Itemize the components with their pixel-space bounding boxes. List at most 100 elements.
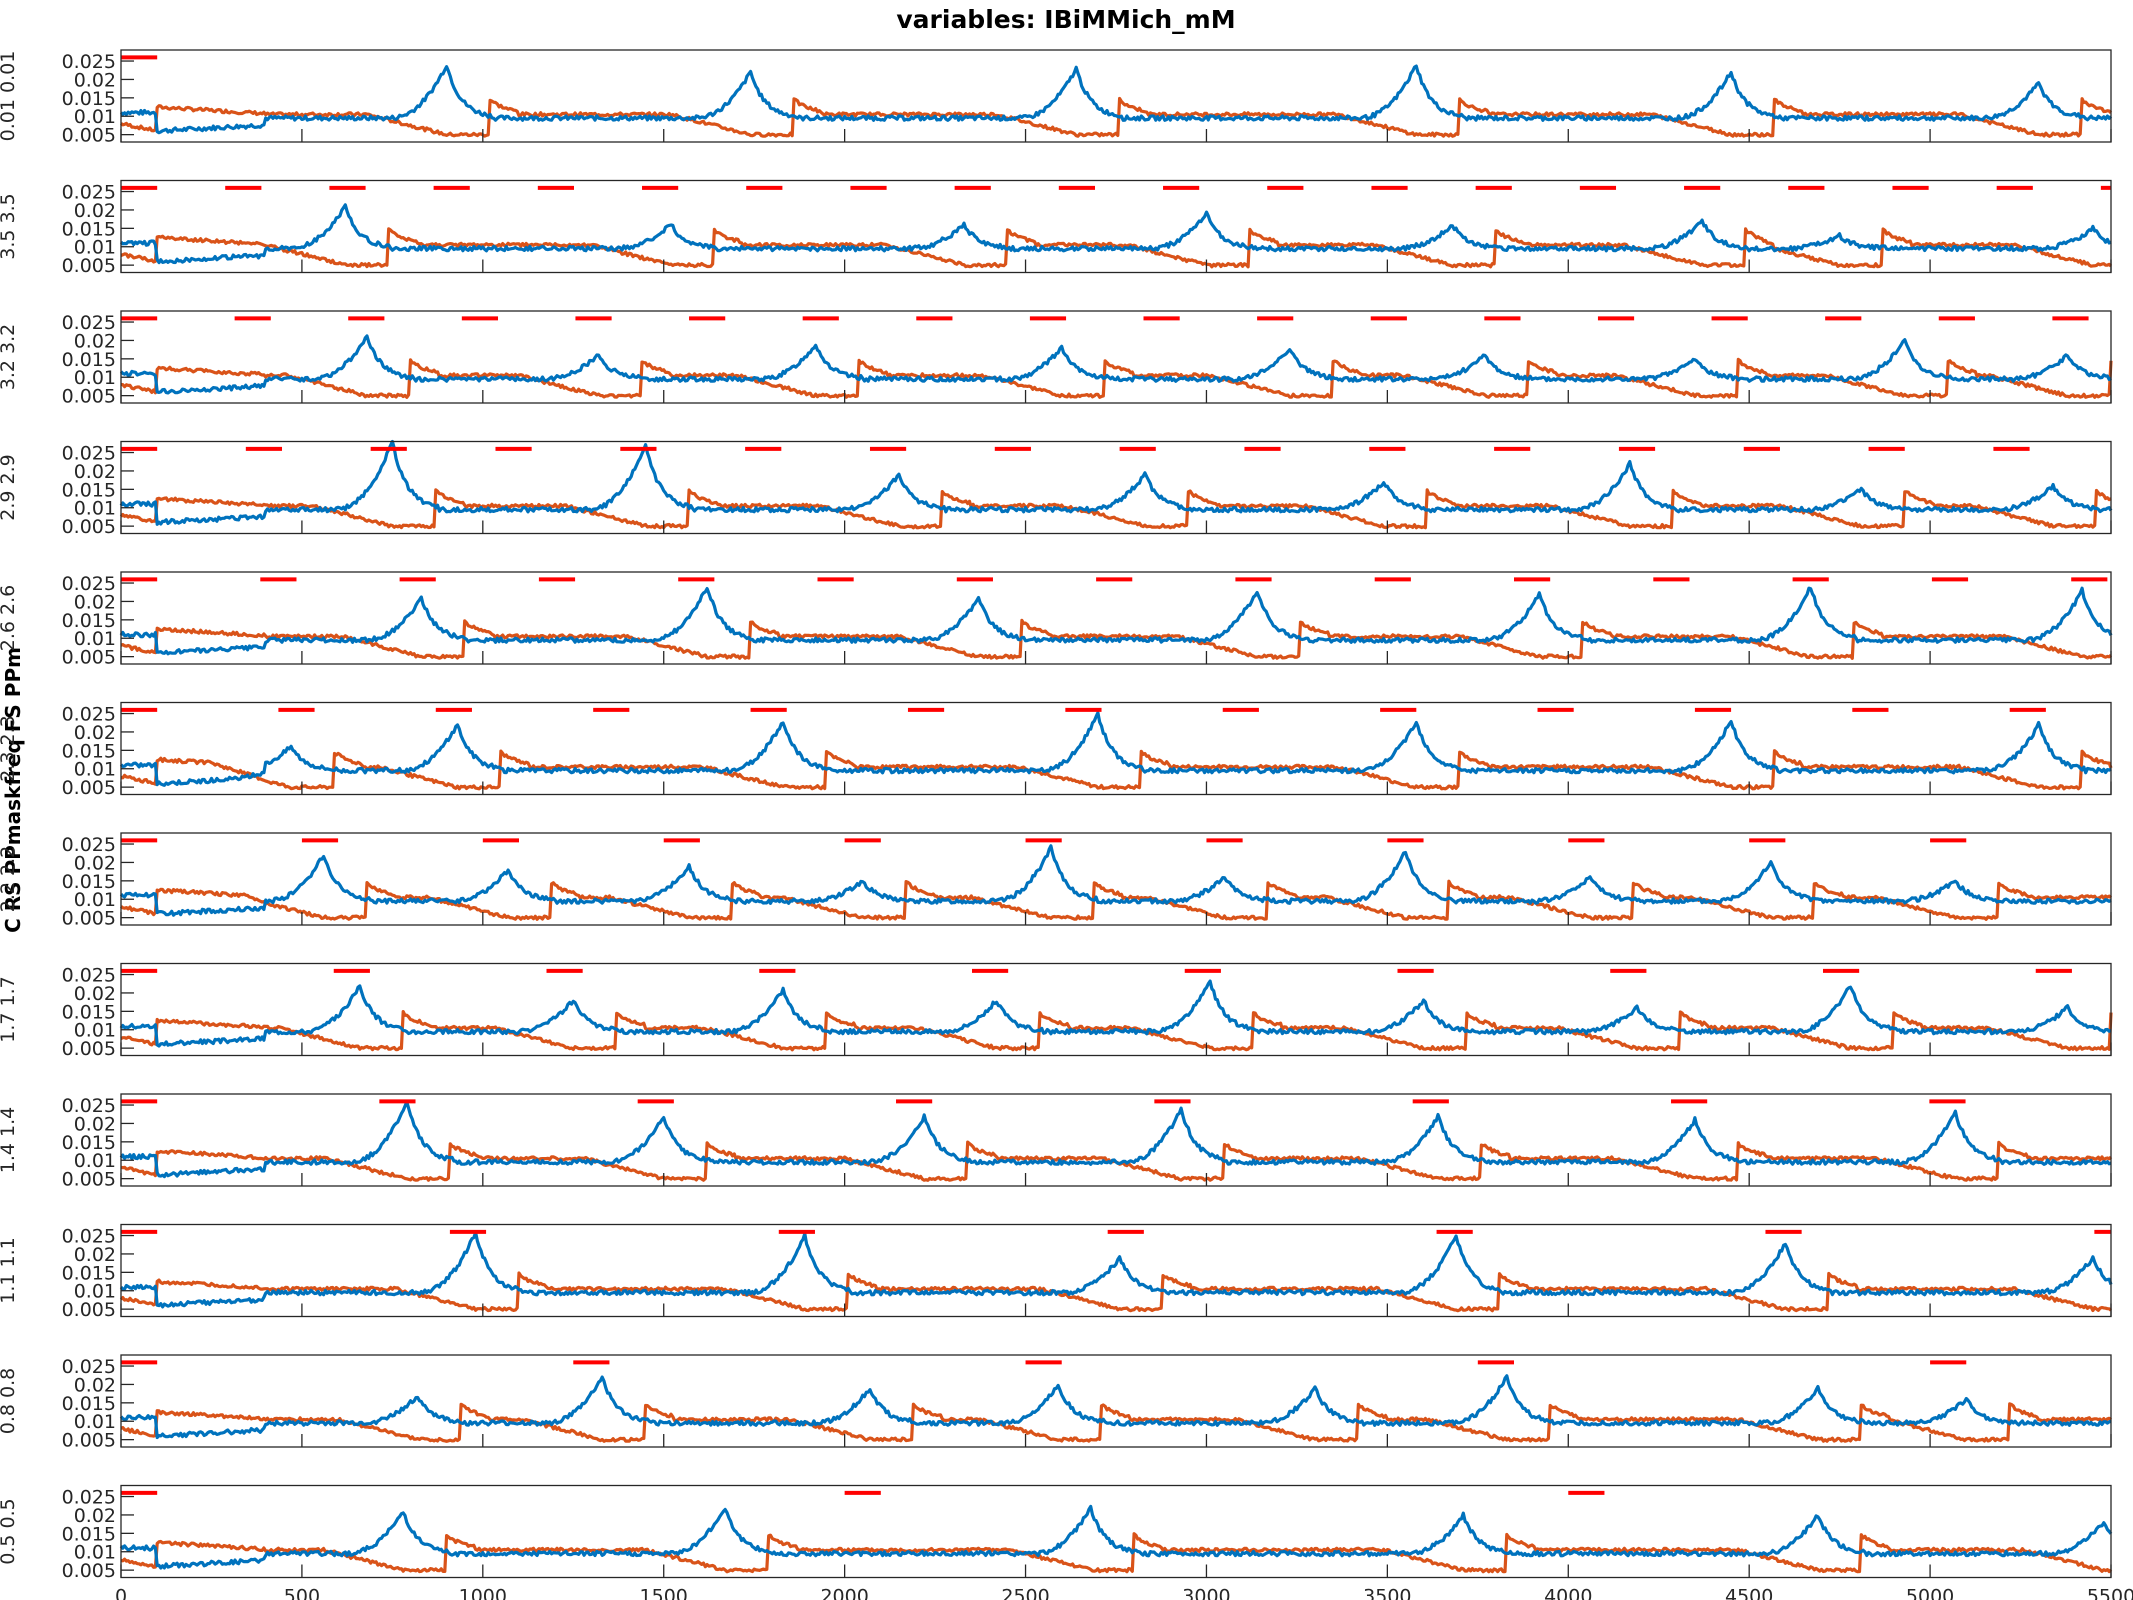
series-2-line [120, 357, 2113, 399]
axis-box [120, 571, 2112, 665]
y-tick-label: 0.005 [62, 1038, 116, 1060]
y-tick-label: 0.015 [62, 1132, 116, 1154]
series-1-line [119, 711, 2112, 787]
y-tick-label: 0.025 [62, 834, 116, 856]
y-tick-label: 0.025 [62, 51, 116, 73]
y-tick-label: 0.015 [62, 1393, 116, 1415]
y-tick-label: 0.015 [62, 479, 116, 501]
x-tick-label: 0 [115, 1586, 127, 1600]
series-1-line [119, 844, 2112, 917]
y-tick-label: 0.01 [74, 759, 116, 781]
y-tick-label: 0.005 [62, 908, 116, 930]
x-tick-label: 3000 [1182, 1586, 1230, 1600]
axis-box [120, 1223, 2112, 1318]
y-tick-label: 0.02 [74, 722, 116, 744]
y-tick-label: 0.025 [62, 573, 116, 595]
y-tick-label: 0.005 [62, 1169, 116, 1191]
y-tick-label: 0.01 [74, 1150, 116, 1172]
row-side-label: 0.8 0.8 [0, 1368, 19, 1434]
y-tick-label: 0.01 [74, 237, 116, 259]
y-tick-label: 0.01 [74, 1542, 116, 1564]
y-tick-label: 0.005 [62, 386, 116, 408]
y-tick-label: 0.01 [74, 889, 116, 911]
y-tick-label: 0.01 [74, 498, 116, 520]
x-tick-label: 5500 [2087, 1586, 2133, 1600]
row-side-label: 2.6 2.6 [0, 585, 19, 651]
y-tick-label: 0.015 [62, 88, 116, 110]
y-tick-label: 0.015 [62, 610, 116, 632]
y-tick-label: 0.005 [62, 777, 116, 799]
chart-title: variables: IBiMMich_mM [896, 5, 1235, 34]
axis-box [120, 49, 2112, 143]
y-tick-label: 0.005 [62, 647, 116, 669]
row-side-label: 0.01 0.01 [0, 51, 19, 142]
x-tick-label: 1000 [459, 1586, 507, 1600]
y-tick-label: 0.025 [62, 312, 116, 334]
row-side-label: 1.7 1.7 [0, 976, 19, 1042]
y-tick-label: 0.01 [74, 1281, 116, 1303]
series-2-line [119, 879, 2113, 921]
row-side-label: 3.2 3.2 [0, 324, 19, 390]
y-tick-label: 0.02 [74, 1374, 116, 1396]
y-tick-label: 0.025 [62, 182, 116, 204]
x-tick-label: 4000 [1544, 1586, 1592, 1600]
y-tick-label: 0.005 [62, 255, 116, 277]
axis-box [120, 962, 2112, 1057]
y-tick-label: 0.01 [74, 1020, 116, 1042]
y-axis-label: C RS PPmaskfreq FS PPm [1, 647, 25, 933]
x-tick-label: 500 [284, 1586, 320, 1600]
row-side-label: 1.1 1.1 [0, 1237, 19, 1303]
series-1-line [119, 1374, 2112, 1440]
axis-box [120, 1484, 2112, 1579]
series-2-line [119, 488, 2112, 530]
series-2-line [120, 749, 2113, 791]
axis-box [120, 1093, 2112, 1187]
series-1-line [119, 586, 2113, 656]
series-1-line [119, 334, 2112, 395]
y-tick-label: 0.025 [62, 1487, 116, 1509]
y-tick-label: 0.02 [74, 852, 116, 874]
series-1-line [119, 979, 2112, 1048]
series-1-line [119, 1230, 2113, 1309]
y-tick-label: 0.01 [74, 1411, 116, 1433]
y-tick-label: 0.005 [62, 1299, 116, 1321]
axis-box [120, 832, 2112, 926]
series-1-line [119, 1504, 2113, 1570]
series-1-line [119, 439, 2113, 526]
y-tick-label: 0.02 [74, 200, 116, 222]
row-side-label: 2.9 2.9 [0, 454, 19, 520]
y-tick-label: 0.025 [62, 1095, 116, 1117]
axis-box [120, 179, 2112, 274]
axis-box [120, 440, 2112, 535]
x-tick-label: 2500 [1001, 1586, 1049, 1600]
series-1-line [119, 203, 2112, 265]
y-tick-label: 0.02 [74, 1505, 116, 1527]
x-tick-label: 4500 [1725, 1586, 1773, 1600]
y-tick-label: 0.02 [74, 1244, 116, 1266]
y-tick-label: 0.025 [62, 1356, 116, 1378]
series-2-line [120, 96, 2113, 138]
row-side-label: 2.3 2.3 [0, 715, 19, 781]
row-side-label: 1.4 1.4 [0, 1107, 19, 1173]
y-tick-label: 0.005 [62, 1560, 116, 1582]
y-tick-label: 0.005 [62, 1430, 116, 1452]
series-2-line [120, 618, 2113, 660]
y-tick-label: 0.025 [62, 1226, 116, 1248]
y-tick-label: 0.01 [74, 367, 116, 389]
row-side-label: 0.5 0.5 [0, 1498, 19, 1564]
row-side-label: 3.5 3.5 [0, 193, 19, 259]
y-tick-label: 0.025 [62, 704, 116, 726]
y-tick-label: 0.02 [74, 591, 116, 613]
series-1-line [119, 64, 2113, 135]
